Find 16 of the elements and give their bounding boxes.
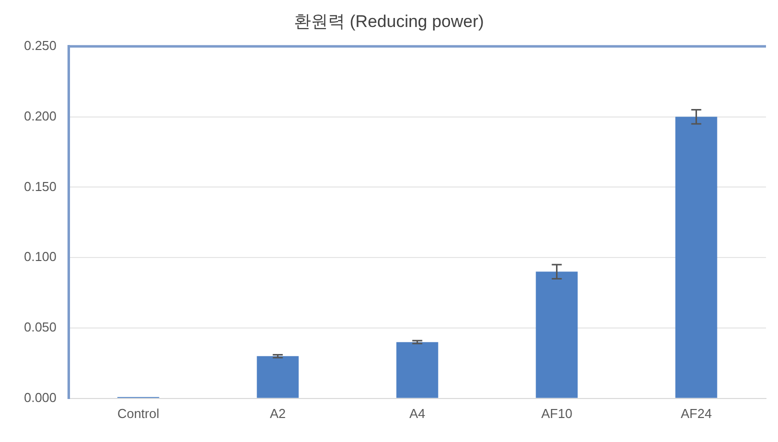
y-tick-label: 0.150 — [24, 178, 57, 194]
x-tick-label: A4 — [409, 406, 426, 421]
bar — [256, 356, 299, 398]
x-tick-label: A2 — [270, 406, 286, 421]
y-tick-label: 0.000 — [24, 390, 57, 405]
y-tick-label: 0.050 — [24, 320, 57, 335]
y-tick-label: 0.250 — [24, 38, 57, 53]
chart-title: 환원력 (Reducing power) — [294, 12, 484, 31]
bar — [396, 342, 438, 398]
bar — [536, 272, 578, 398]
x-tick-label: AF10 — [541, 406, 572, 421]
x-tick-label: Control — [117, 406, 160, 421]
x-tick-label: AF24 — [680, 406, 712, 421]
y-tick-label: 0.100 — [24, 249, 57, 264]
bar — [675, 116, 718, 398]
y-tick-label: 0.200 — [24, 108, 57, 124]
